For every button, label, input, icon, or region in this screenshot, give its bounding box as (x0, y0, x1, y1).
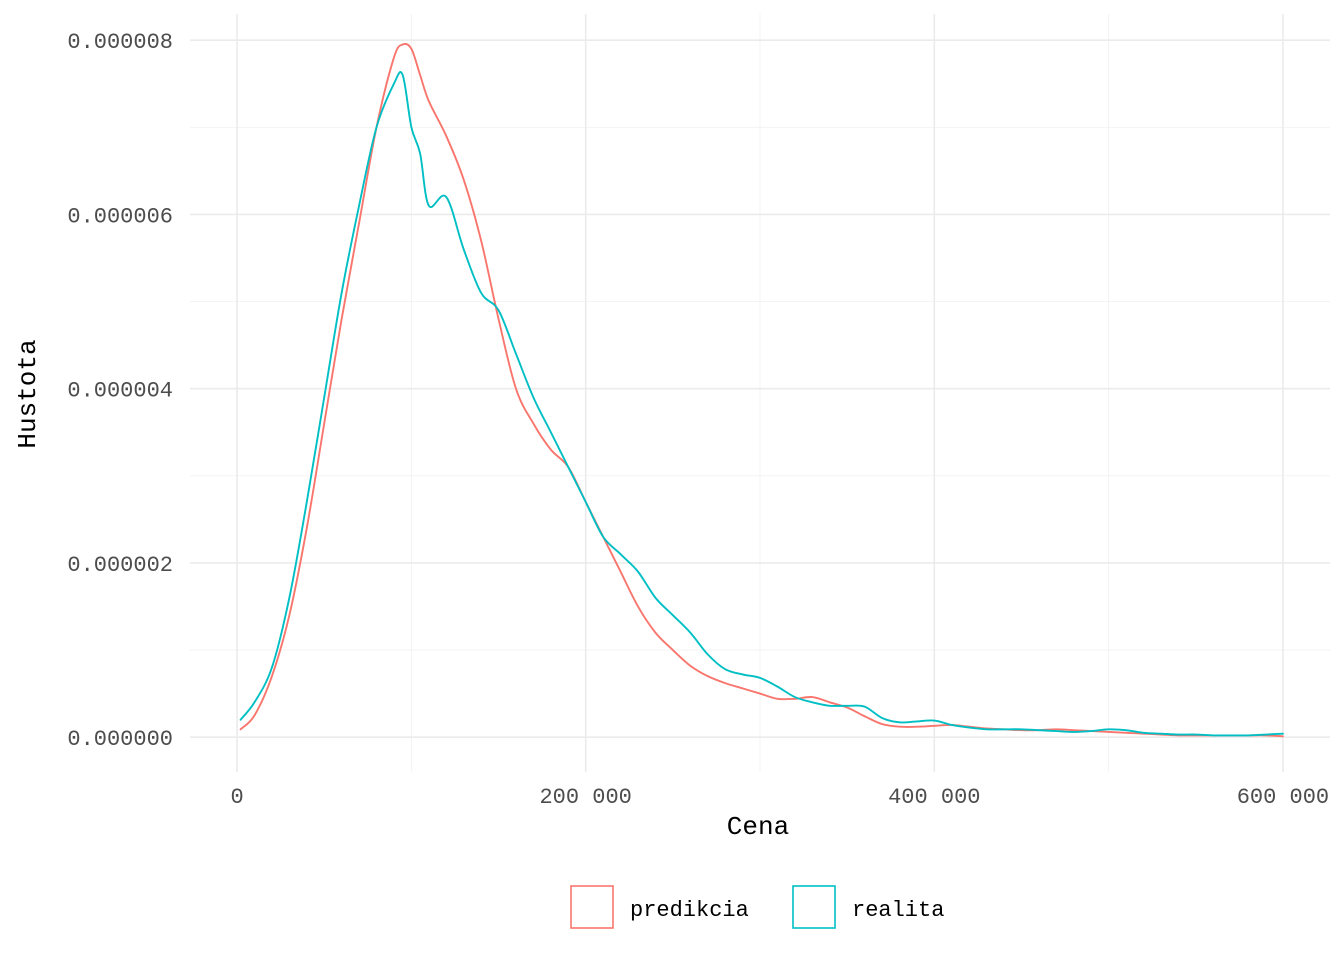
grid (190, 14, 1330, 772)
y-axis-ticks: 0.000000 0.000002 0.000004 0.000006 0.000008 (67, 30, 173, 752)
x-tick-label: 400 000 (888, 785, 980, 810)
series-line-predikcia (239, 42, 1284, 738)
y-tick-label: 0.000000 (67, 727, 173, 752)
y-tick-label: 0.000002 (67, 553, 173, 578)
y-tick-label: 0.000004 (67, 379, 173, 404)
y-tick-label: 0.000008 (67, 30, 173, 55)
legend-key-predikcia (570, 885, 614, 929)
legend-key-realita (792, 885, 836, 929)
x-tick-label: 200 000 (539, 785, 631, 810)
x-tick-label: 600 000 (1237, 785, 1329, 810)
legend-label-realita: realita (852, 898, 944, 923)
legend-label-predikcia: predikcia (630, 898, 749, 923)
y-tick-label: 0.000006 (67, 204, 173, 229)
series-line-realita (239, 71, 1284, 737)
y-axis-title: Hustota (13, 339, 43, 448)
x-axis-title: Cena (727, 812, 789, 842)
x-tick-label: 0 (230, 785, 243, 810)
series-lines (239, 42, 1284, 738)
legend: predikcia realita (570, 885, 944, 929)
x-axis-ticks: 0 200 000 400 000 600 000 (230, 785, 1329, 810)
